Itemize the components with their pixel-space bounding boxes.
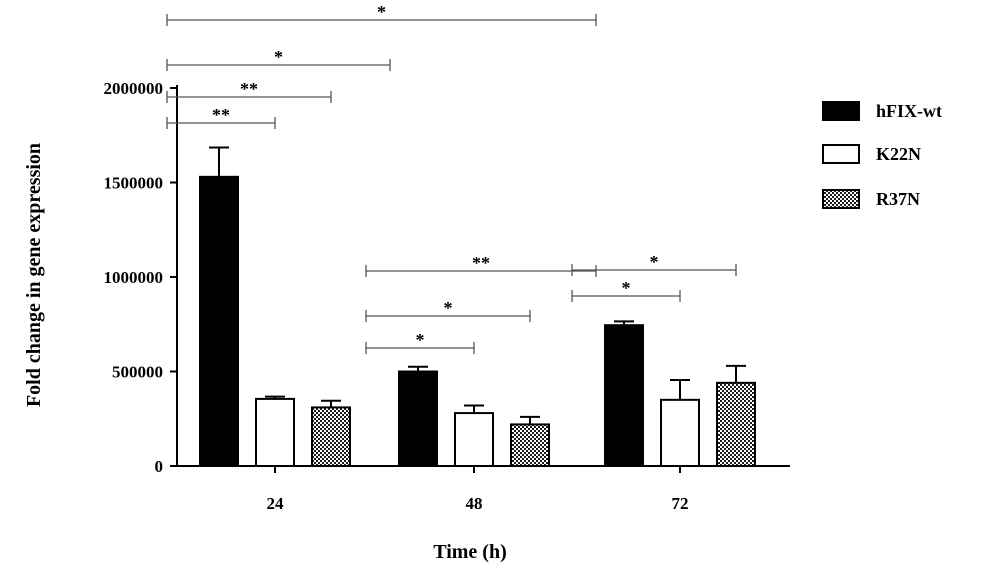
y-tick-label: 2000000 [104,79,164,98]
significance-label: * [377,2,386,22]
significance-label: * [650,252,659,272]
significance-label: ** [240,79,258,99]
y-tick-label: 500000 [112,363,163,382]
significance-label: * [622,278,631,298]
bar-r37n-72 [716,381,756,467]
legend-label-r37n: R37N [876,189,920,209]
bar-k22n-48 [454,412,494,467]
legend: hFIX-wt K22N R37N [822,101,942,209]
bar-hfix-wt-48 [398,370,438,467]
legend-swatch-hfix-wt [822,101,860,121]
x-tick-label: 24 [267,494,285,513]
x-axis-title: Time (h) [433,541,507,563]
legend-swatch-r37n [822,189,860,209]
x-tick-label: 48 [466,494,483,513]
legend-label-k22n: K22N [876,144,921,164]
x-tick-label: 72 [672,494,689,513]
bar-r37n-24 [311,406,351,468]
bar-r37n-48 [510,423,550,468]
bar-hfix-wt-24 [199,175,239,468]
bar-hfix-wt-72 [604,324,644,467]
error-bars [209,146,746,425]
legend-swatch-k22n [822,144,860,164]
y-tick-label: 1000000 [104,268,164,287]
significance-label: ** [472,253,490,273]
significance-label: * [274,47,283,67]
y-tick-label: 0 [155,457,164,476]
x-ticks: 24 48 72 [267,466,689,513]
y-axis-title: Fold change in gene expression [23,143,45,407]
legend-label-hfix-wt: hFIX-wt [876,101,942,121]
y-tick-label: 1500000 [104,174,164,193]
bar-k22n-72 [660,398,700,468]
bar-k22n-24 [255,397,295,467]
significance-label: * [416,330,425,350]
bars [199,175,756,468]
significance-brackets: ************ [166,2,737,354]
y-ticks: 0 500000 1000000 1500000 2000000 [104,79,177,476]
significance-label: ** [212,105,230,125]
significance-label: * [444,298,453,318]
